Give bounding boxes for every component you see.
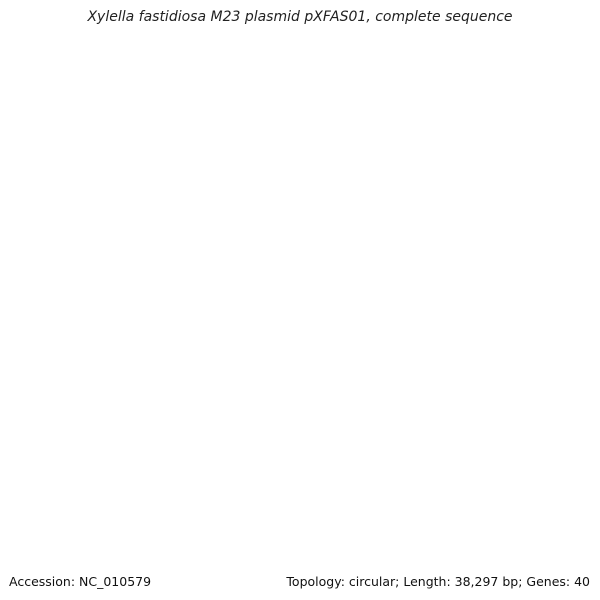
map-title: Xylella fastidiosa M23 plasmid pXFAS01, …: [87, 9, 513, 25]
accession-label: Accession: NC_010579: [9, 574, 152, 589]
sequence-summary: Topology: circular; Length: 38,297 bp; G…: [286, 574, 590, 589]
